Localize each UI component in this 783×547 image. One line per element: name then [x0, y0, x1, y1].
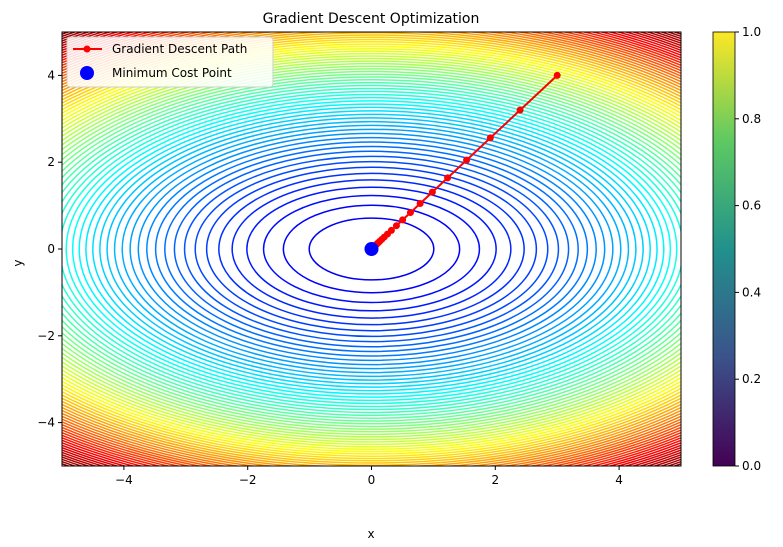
contour-line: [62, 81, 681, 417]
path-point: [463, 156, 471, 164]
path-point: [416, 199, 424, 207]
contour-line: [62, 87, 681, 411]
contour-line: [194, 160, 549, 338]
contour-line: [65, 96, 678, 402]
colorbar-tick-label: 1.0: [742, 25, 761, 39]
y-axis-label: y: [11, 259, 25, 266]
contour-line: [146, 136, 597, 362]
contour-line: [62, 68, 681, 430]
contour-line: [62, 41, 681, 457]
contour-line: [62, 36, 681, 462]
path-point: [444, 174, 452, 182]
colorbar-ticks: 0.0 0.2 0.4 0.6 0.8 1.0: [735, 25, 761, 473]
contour-line: [62, 65, 681, 433]
contour-line: [62, 57, 681, 441]
path-point: [553, 71, 561, 79]
path-point: [392, 222, 400, 230]
y-tick-label: 4: [47, 68, 55, 82]
contour-line: [183, 155, 560, 343]
x-tick-label: 4: [615, 473, 623, 487]
contour-line: [71, 100, 672, 398]
contour-line: [262, 194, 481, 304]
contour-line: [308, 217, 435, 281]
y-tick-label: −2: [37, 329, 55, 343]
legend-frame: [66, 36, 274, 88]
legend-label-minimum: Minimum Cost Point: [112, 66, 232, 80]
legend-point-marker: [80, 66, 94, 80]
y-tick-label: 2: [47, 155, 55, 169]
x-axis-ticks: −4 −2 0 2 4: [115, 466, 623, 487]
contour-line: [129, 128, 614, 370]
minimum-point: [364, 242, 379, 256]
contour-line: [62, 79, 681, 419]
contour-line: [62, 90, 681, 408]
y-tick-label: −4: [37, 416, 55, 430]
contour-line: [62, 45, 681, 453]
contour-line: [246, 186, 497, 312]
contour-line: [164, 145, 579, 353]
x-tick-label: −2: [239, 473, 257, 487]
contour-line: [121, 124, 622, 374]
contour-line: [62, 38, 681, 460]
contour-line: [282, 204, 461, 294]
legend-label-path: Gradient Descent Path: [112, 42, 247, 56]
gradient-path: [364, 71, 561, 256]
legend-line-marker: [83, 45, 91, 53]
contour-line: [78, 103, 665, 395]
contour-line: [218, 172, 525, 326]
colorbar-tick-label: 0.8: [742, 112, 761, 126]
contour-line: [173, 150, 570, 348]
contour-line: [99, 113, 644, 385]
colorbar-tick-label: 0.6: [742, 199, 761, 213]
contour-line: [62, 60, 681, 438]
x-axis-label: x: [367, 527, 374, 541]
colorbar-tick-label: 0.4: [742, 285, 761, 299]
path-point: [399, 216, 407, 224]
chart-title: Gradient Descent Optimization: [263, 11, 480, 27]
colorbar: [712, 31, 736, 467]
y-tick-label: 0: [47, 242, 55, 256]
contour-line: [205, 166, 538, 332]
legend: Gradient Descent Path Minimum Cost Point: [66, 36, 274, 88]
contour-line: [62, 76, 681, 422]
contour-line: [231, 179, 512, 319]
contour-line: [62, 84, 681, 414]
contour-line: [62, 62, 681, 436]
contour-lines: [62, 32, 681, 466]
contour-line: [62, 50, 681, 448]
colorbar-tick-label: 0.2: [742, 372, 761, 386]
contour-line: [85, 106, 658, 392]
path-point: [428, 188, 436, 196]
contour-line: [62, 34, 681, 464]
contour-line: [92, 110, 651, 388]
x-tick-label: −4: [115, 473, 133, 487]
contour-line: [137, 132, 606, 366]
contour-line: [106, 117, 637, 381]
contour-line: [62, 73, 681, 425]
path-point: [516, 106, 524, 114]
contour-line: [62, 48, 681, 450]
path-point: [406, 209, 414, 217]
contour-line: [62, 93, 681, 405]
y-axis-ticks: −4 −2 0 2 4: [37, 68, 62, 430]
x-tick-label: 0: [368, 473, 376, 487]
contour-line: [62, 70, 681, 428]
contour-line: [154, 141, 589, 357]
contour-line: [62, 55, 681, 443]
path-point: [486, 134, 494, 142]
contour-line: [62, 32, 681, 466]
contour-line: [62, 43, 681, 455]
x-tick-label: 2: [491, 473, 499, 487]
contour-line: [113, 120, 630, 378]
contour-line: [62, 52, 681, 446]
colorbar-tick-label: 0.0: [742, 459, 761, 473]
